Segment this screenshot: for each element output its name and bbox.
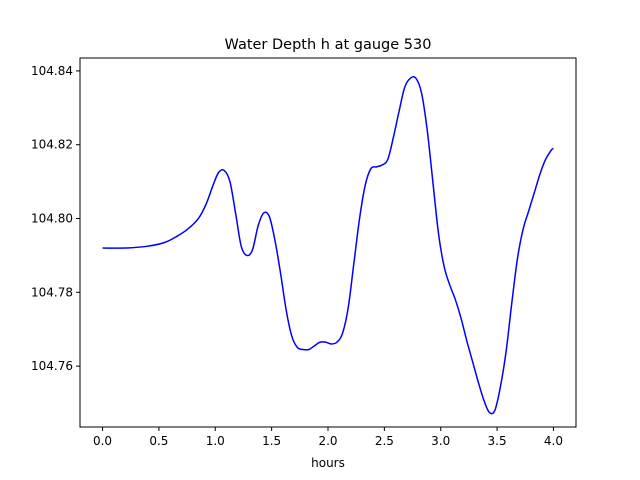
y-axis: 104.76 104.78 104.80 104.82 104.84 [31,64,80,373]
x-axis-label: hours [311,456,345,470]
chart-title: Water Depth h at gauge 530 [225,37,432,53]
y-tick-label: 104.84 [31,64,73,78]
x-tick-label: 2.5 [375,434,394,448]
y-tick-label: 104.80 [31,212,73,226]
x-tick-label: 3.5 [488,434,507,448]
plot-area [80,58,576,427]
x-tick-label: 0.0 [93,434,112,448]
series-line-0 [102,76,554,415]
x-axis: 0.0 0.5 1.0 1.5 2.0 2.5 3.0 3.5 4.0 [93,427,563,448]
y-tick-label: 104.82 [31,138,73,152]
y-tick-label: 104.78 [31,285,73,299]
x-tick-label: 3.0 [431,434,450,448]
series-layer [102,76,554,415]
x-tick-label: 0.5 [149,434,168,448]
x-tick-label: 4.0 [544,434,563,448]
x-tick-label: 2.0 [318,434,337,448]
x-tick-label: 1.5 [262,434,281,448]
x-tick-label: 1.0 [206,434,225,448]
y-tick-label: 104.76 [31,359,73,373]
